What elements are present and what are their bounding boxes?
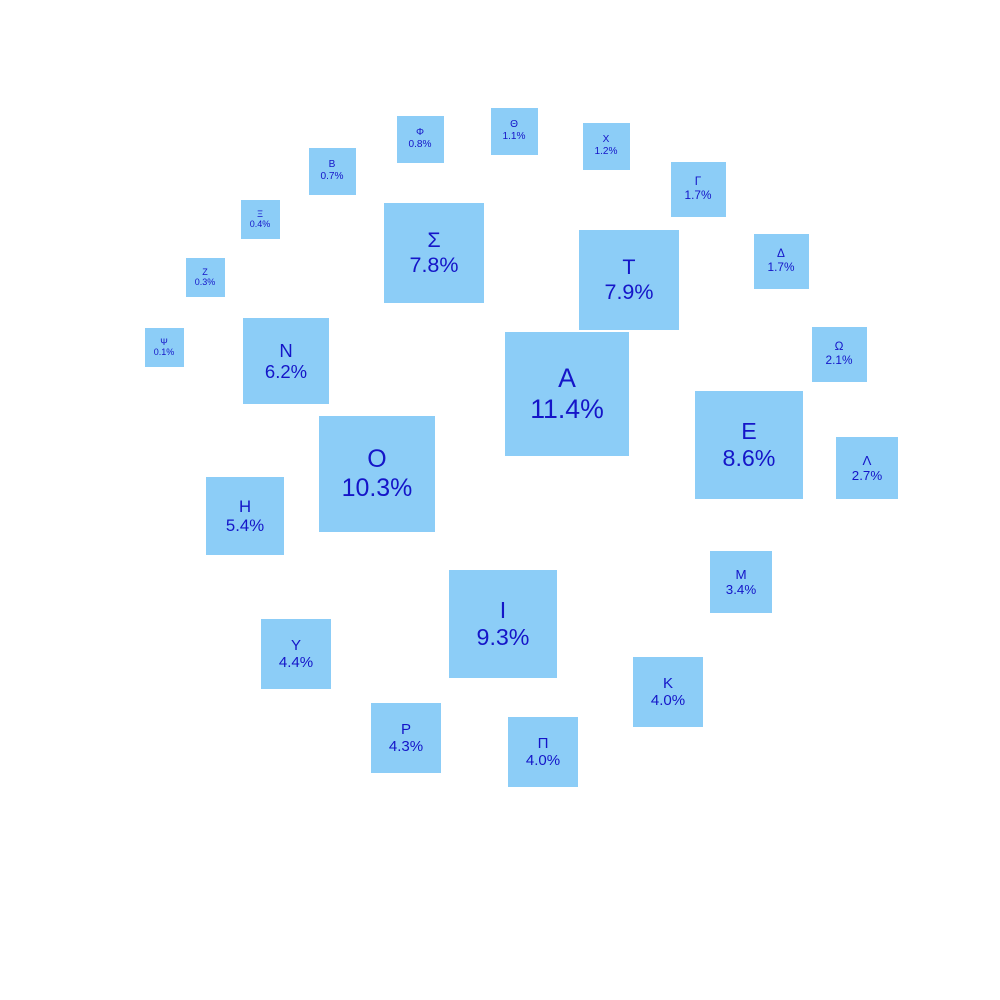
tile-24: Ψ 0.1% [144,327,184,367]
tile-2: Ο 10.3% [319,416,435,532]
tile-percentage: 7.8% [409,253,459,277]
tile-letter: Χ [602,134,610,146]
tile-letter: Φ [415,127,425,139]
tile-percentage: 0.8% [408,139,432,150]
tile-letter: Ω [834,339,844,354]
tile-13: Μ 3.4% [710,551,772,613]
tile-11: Π 4.0% [508,717,578,787]
tile-percentage: 9.3% [476,624,530,650]
tile-percentage: 10.3% [341,474,413,502]
tile-letter: Ζ [202,266,208,277]
tile-1: Α 11.4% [505,332,629,456]
tile-percentage: 4.4% [278,654,314,671]
tile-18: Χ 1.2% [582,122,630,170]
tile-percentage: 4.0% [525,752,561,769]
tile-percentage: 1.7% [684,188,712,202]
tile-letter: Ξ [257,208,263,219]
tile-percentage: 4.0% [650,692,686,709]
tile-22: Ξ 0.4% [240,199,280,239]
tile-14: Λ 2.7% [836,437,898,499]
tile-9: Υ 4.4% [261,619,331,689]
tile-percentage: 5.4% [225,516,265,535]
tile-5: Τ 7.9% [579,230,679,330]
tile-percentage: 0.3% [194,277,216,287]
tile-letter: Γ [694,174,702,189]
tile-letter: Λ [862,452,872,468]
tile-20: Φ 0.8% [396,115,444,163]
tile-letter: Κ [662,674,674,692]
tile-letter: Θ [510,119,518,131]
tile-3: Ι 9.3% [449,570,557,678]
tile-percentage: 0.4% [249,219,271,229]
tile-percentage: 0.7% [320,171,344,182]
tile-letter: Η [238,496,252,516]
tile-letter: Σ [427,228,441,253]
tile-19: Θ 1.1% [490,107,538,155]
tile-15: Ω 2.1% [811,326,867,382]
tile-4: Ε 8.6% [695,391,803,499]
tile-6: Σ 7.8% [384,203,484,303]
tile-letter: Ι [499,597,507,624]
tile-letter: Π [537,734,549,752]
tile-7: Ν 6.2% [243,318,329,404]
tile-letter: Δ [777,246,785,261]
tile-percentage: 3.4% [725,582,757,597]
tile-letter: Ρ [400,720,412,738]
tile-percentage: 0.1% [153,347,175,357]
tile-percentage: 11.4% [530,394,604,424]
tile-percentage: 1.2% [594,146,618,157]
tile-letter: Τ [622,255,636,280]
tile-percentage: 1.7% [767,260,795,274]
tile-letter: Α [558,363,576,394]
tile-percentage: 4.3% [388,738,424,755]
tile-percentage: 7.9% [604,280,654,304]
tile-percentage: 2.1% [825,353,853,367]
tile-letter: Ψ [160,336,168,347]
tile-21: Β 0.7% [308,147,356,195]
tile-letter: Μ [735,566,747,582]
tile-10: Ρ 4.3% [371,703,441,773]
tile-8: Η 5.4% [206,477,284,555]
tile-letter: Υ [290,636,302,654]
tile-letter: Β [328,159,336,171]
tile-percentage: 1.1% [502,131,526,142]
tile-16: Δ 1.7% [753,233,809,289]
tile-percentage: 8.6% [722,445,776,471]
tile-letter: Ν [279,339,293,361]
tile-percentage: 2.7% [851,468,883,483]
tile-letter: Ο [367,445,387,474]
tile-23: Ζ 0.3% [185,257,225,297]
tile-percentage: 6.2% [264,361,308,382]
tile-17: Γ 1.7% [670,161,726,217]
tile-12: Κ 4.0% [633,657,703,727]
tile-letter: Ε [741,418,757,445]
